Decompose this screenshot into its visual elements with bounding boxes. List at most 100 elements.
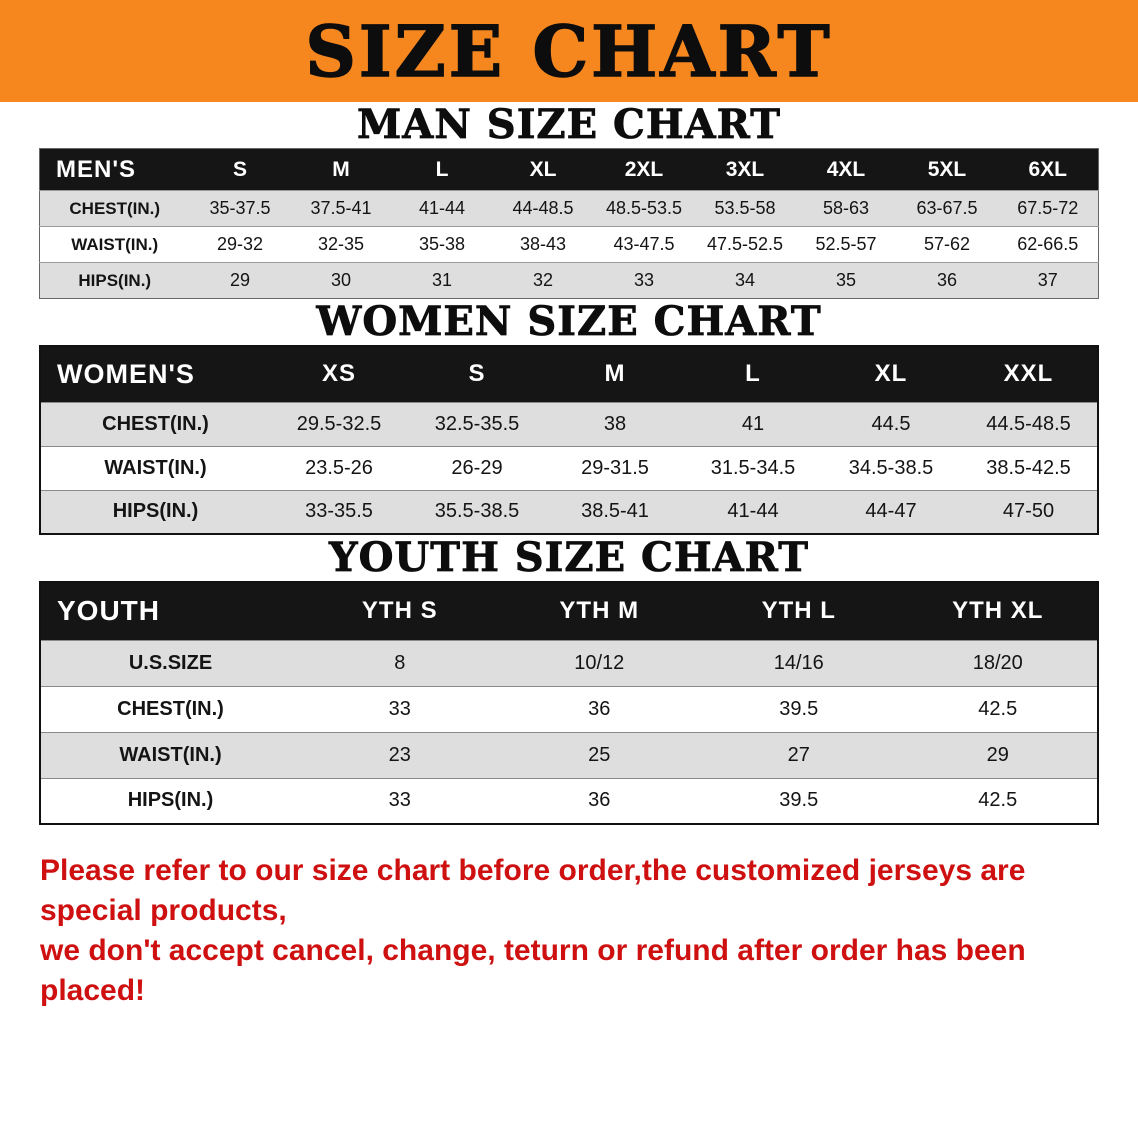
table-title-cell: MEN'S xyxy=(39,148,190,191)
disclaimer-line-2: we don't accept cancel, change, teturn o… xyxy=(40,934,1026,1007)
size-value-cell: 8 xyxy=(394,651,406,674)
table-header-row: WOMEN'S XS S M L XL XXL xyxy=(40,346,1098,402)
table-title-cell: WOMEN'S xyxy=(40,346,270,402)
table-row: CHEST(IN.) 29.5-32.5 32.5-35.5 38 41 44.5 44.5… xyxy=(40,402,1098,446)
row-label: HIPS(IN.) xyxy=(78,270,152,290)
size-column-header: YTH L xyxy=(699,582,899,640)
row-label: U.S.SIZE xyxy=(128,651,213,674)
size-value-cell: 43-47.5 xyxy=(613,234,675,254)
size-value-cell: 14/16 xyxy=(773,651,824,674)
banner-title: SIZE CHART xyxy=(305,9,833,94)
disclaimer-text: Please refer to our size chart before or… xyxy=(40,851,1098,1011)
size-value-cell: 38-43 xyxy=(519,234,567,254)
size-value-cell: 41-44 xyxy=(727,500,779,523)
size-value-cell: 38.5-41 xyxy=(581,500,649,523)
row-label: WAIST(IN.) xyxy=(104,456,207,479)
size-value-cell: 29.5-32.5 xyxy=(296,412,382,435)
table-row: WAIST(IN.) 23.5-26 26-29 29-31.5 31.5-34.5 34… xyxy=(40,446,1098,490)
size-value-cell: 47-50 xyxy=(1002,500,1055,523)
disclaimer-line-1: Please refer to our size chart before or… xyxy=(40,854,1026,927)
size-value-cell: 58-63 xyxy=(822,198,870,218)
size-column-header: XXL xyxy=(960,346,1098,402)
table-title-cell: YOUTH xyxy=(40,582,300,640)
size-value-cell: 34 xyxy=(734,270,756,290)
size-value-cell: 29 xyxy=(986,743,1009,766)
size-value-cell: 23 xyxy=(388,743,411,766)
women-size-table: WOMEN'S XS S M L XL XXL CHEST(IN.) 29.5-32.5 32.5… xyxy=(39,345,1099,535)
women-size-chart-section: WOMEN SIZE CHART WOMEN'S XS S M L XL XXL CHEST(… xyxy=(0,298,1138,535)
size-value-cell: 32 xyxy=(532,270,554,290)
size-value-cell: 39.5 xyxy=(779,789,819,812)
size-value-cell: 35.5-38.5 xyxy=(434,500,520,523)
size-column-header: S xyxy=(189,148,291,191)
size-value-cell: 48.5-53.5 xyxy=(605,198,683,218)
size-value-cell: 53.5-58 xyxy=(714,198,776,218)
size-value-cell: 37 xyxy=(1037,270,1058,290)
table-row: CHEST(IN.) 33 36 39.5 42.5 xyxy=(40,686,1098,732)
size-column-header: S xyxy=(408,346,546,402)
size-column-header: XL xyxy=(822,346,960,402)
size-value-cell: 57-62 xyxy=(923,234,971,254)
women-size-chart-heading: WOMEN SIZE CHART xyxy=(316,298,822,345)
size-column-header: 4XL xyxy=(795,148,897,191)
size-column-header: 6XL xyxy=(997,148,1099,191)
size-value-cell: 33 xyxy=(388,697,411,720)
size-value-cell: 10/12 xyxy=(574,651,625,674)
size-value-cell: 29-31.5 xyxy=(581,456,649,479)
size-chart-banner: SIZE CHART xyxy=(0,0,1138,102)
size-value-cell: 42.5 xyxy=(978,789,1018,812)
man-size-chart-heading: MAN SIZE CHART xyxy=(357,101,781,148)
size-value-cell: 23.5-26 xyxy=(305,456,373,479)
size-value-cell: 36 xyxy=(588,789,611,812)
size-value-cell: 30 xyxy=(330,270,352,290)
size-value-cell: 63-67.5 xyxy=(916,198,978,218)
table-row: CHEST(IN.) 35-37.5 37.5-41 41-44 44-48.5 48.5… xyxy=(39,190,1099,227)
size-value-cell: 41-44 xyxy=(418,198,466,218)
size-column-header: 5XL xyxy=(896,148,998,191)
size-column-header: YTH XL xyxy=(898,582,1098,640)
table-header-row: YOUTH YTH S YTH M YTH L YTH XL xyxy=(40,582,1098,640)
man-size-chart-section: MAN SIZE CHART MEN'S S M L XL 2XL 3XL 4XL 5XL 6XL… xyxy=(0,101,1138,299)
size-value-cell: 42.5 xyxy=(978,697,1018,720)
row-label: HIPS(IN.) xyxy=(127,789,214,812)
size-value-cell: 37.5-41 xyxy=(310,198,372,218)
youth-size-chart-heading: YOUTH SIZE CHART xyxy=(329,534,809,581)
size-value-cell: 38 xyxy=(603,412,627,435)
size-column-header: M xyxy=(546,346,684,402)
size-column-header: XS xyxy=(270,346,408,402)
size-value-cell: 32.5-35.5 xyxy=(434,412,520,435)
size-value-cell: 44-48.5 xyxy=(512,198,574,218)
size-value-cell: 38.5-42.5 xyxy=(986,456,1071,479)
size-value-cell: 31 xyxy=(431,270,453,290)
size-value-cell: 33 xyxy=(388,789,411,812)
size-value-cell: 47.5-52.5 xyxy=(706,234,784,254)
size-value-cell: 52.5-57 xyxy=(815,234,877,254)
table-row: HIPS(IN.) 33 36 39.5 42.5 xyxy=(40,778,1098,824)
size-value-cell: 36 xyxy=(588,697,611,720)
youth-size-table: YOUTH YTH S YTH M YTH L YTH XL U.S.SIZE 8 10/12… xyxy=(39,581,1099,825)
row-label: WAIST(IN.) xyxy=(71,234,159,254)
size-value-cell: 32-35 xyxy=(317,234,365,254)
size-value-cell: 34.5-38.5 xyxy=(848,456,934,479)
size-value-cell: 62-66.5 xyxy=(1017,234,1079,254)
size-column-header: YTH M xyxy=(499,582,699,640)
size-value-cell: 27 xyxy=(787,743,810,766)
size-value-cell: 36 xyxy=(936,270,958,290)
size-column-header: YTH S xyxy=(300,582,500,640)
row-label: CHEST(IN.) xyxy=(102,412,209,435)
size-value-cell: 44.5-48.5 xyxy=(986,412,1071,435)
row-label: HIPS(IN.) xyxy=(112,500,199,523)
row-label: WAIST(IN.) xyxy=(119,743,222,766)
table-header-row: MEN'S S M L XL 2XL 3XL 4XL 5XL 6XL xyxy=(39,148,1099,191)
size-column-header: L xyxy=(391,148,493,191)
size-value-cell: 35 xyxy=(835,270,857,290)
size-column-header: M xyxy=(290,148,392,191)
youth-size-chart-section: YOUTH SIZE CHART YOUTH YTH S YTH M YTH L YTH… xyxy=(0,534,1138,825)
men-size-table: MEN'S S M L XL 2XL 3XL 4XL 5XL 6XL CHEST(IN.) 35-37… xyxy=(39,148,1099,299)
row-label: CHEST(IN.) xyxy=(69,198,161,218)
size-value-cell: 29 xyxy=(229,270,251,290)
size-value-cell: 33-35.5 xyxy=(305,500,373,523)
table-row: U.S.SIZE 8 10/12 14/16 18/20 xyxy=(40,640,1098,686)
row-label: CHEST(IN.) xyxy=(117,697,224,720)
size-value-cell: 41 xyxy=(741,412,765,435)
